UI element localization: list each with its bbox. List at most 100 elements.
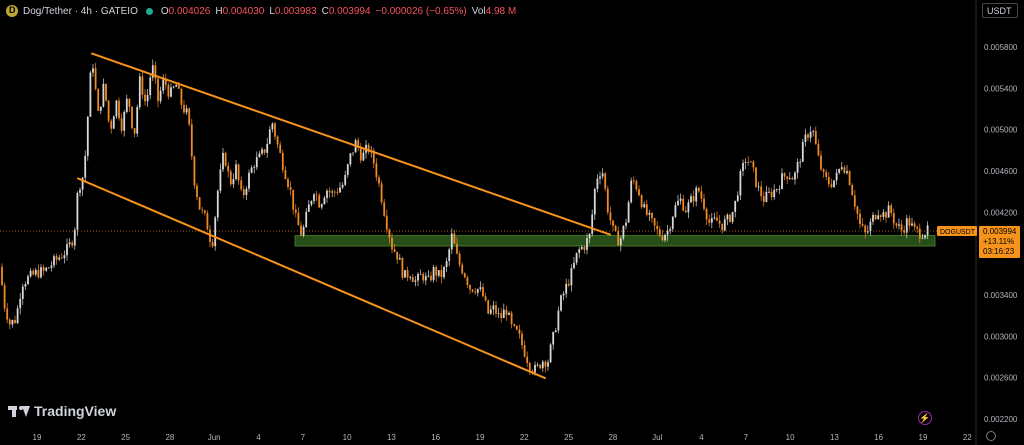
price-tick-label: 0.002200 bbox=[984, 415, 1018, 424]
candle-body bbox=[276, 136, 279, 145]
candle-body bbox=[253, 167, 256, 168]
candle-body bbox=[669, 228, 672, 231]
candle-body bbox=[29, 270, 32, 277]
candle-body bbox=[534, 364, 536, 373]
candle-body bbox=[175, 85, 178, 87]
candle-body bbox=[14, 319, 16, 323]
candle-body bbox=[536, 364, 539, 366]
candle-body bbox=[801, 141, 804, 162]
candle-body bbox=[799, 161, 802, 163]
candle-body bbox=[32, 270, 35, 275]
tradingview-logo[interactable]: TradingView bbox=[8, 403, 116, 419]
candle-body bbox=[700, 191, 703, 199]
candle-body bbox=[900, 224, 903, 231]
candle-body bbox=[128, 98, 131, 107]
candle-body bbox=[76, 192, 79, 230]
candle-body bbox=[791, 177, 794, 180]
time-tick-label: 10 bbox=[343, 433, 352, 442]
candle-body bbox=[578, 249, 581, 253]
time-tick-label: 25 bbox=[121, 433, 130, 442]
price-tick-label: 0.004200 bbox=[984, 208, 1018, 217]
candle-body bbox=[328, 190, 331, 193]
candle-body bbox=[916, 226, 919, 229]
candle-body bbox=[846, 171, 848, 173]
candle-body bbox=[814, 131, 817, 145]
candle-body bbox=[851, 185, 854, 196]
candle-body bbox=[521, 333, 523, 346]
time-tick-label: 28 bbox=[165, 433, 174, 442]
candle-body bbox=[219, 169, 222, 191]
candle-body bbox=[6, 308, 9, 320]
candle-body bbox=[331, 191, 334, 193]
candle-body bbox=[601, 173, 604, 177]
candle-body bbox=[864, 225, 867, 233]
candle-body bbox=[838, 168, 841, 173]
candle-body bbox=[877, 215, 880, 220]
candle-body bbox=[281, 152, 284, 171]
candle-body bbox=[11, 319, 14, 325]
candle-body bbox=[102, 83, 105, 107]
candle-body bbox=[232, 179, 235, 185]
candle-body bbox=[183, 104, 185, 113]
symbol-title[interactable]: Dog/Tether · 4h · GATEIO bbox=[23, 5, 138, 17]
candle-body bbox=[892, 212, 895, 224]
candle-body bbox=[458, 253, 461, 265]
time-axis[interactable]: 19 22 25 28 Jun 4 7 10 13 16 19 22 25 28 Jul 4 7 10 13 16 19… bbox=[33, 433, 973, 442]
candle-body bbox=[661, 235, 664, 241]
time-tick-label: 22 bbox=[520, 433, 529, 442]
candle-body bbox=[554, 330, 557, 332]
candle-body bbox=[508, 312, 510, 315]
candle-body bbox=[367, 144, 370, 153]
candle-body bbox=[94, 68, 97, 90]
candle-body bbox=[528, 362, 531, 372]
price-tick-label: 0.003000 bbox=[984, 332, 1018, 341]
candle-body bbox=[396, 251, 399, 260]
candle-body bbox=[583, 247, 586, 250]
candle-body bbox=[570, 268, 573, 286]
candle-body bbox=[926, 225, 929, 236]
candle-body bbox=[474, 291, 477, 293]
candle-body bbox=[307, 204, 310, 212]
candle-body bbox=[687, 202, 690, 213]
candle-body bbox=[120, 118, 123, 131]
settings-icon[interactable] bbox=[986, 431, 996, 441]
candle-body bbox=[430, 275, 432, 281]
candle-body bbox=[541, 361, 544, 369]
candle-body bbox=[497, 313, 500, 315]
candle-body bbox=[97, 89, 100, 111]
candle-body bbox=[292, 189, 295, 210]
candle-body bbox=[409, 277, 412, 278]
time-tick-label: 16 bbox=[431, 433, 440, 442]
candle-body bbox=[856, 206, 859, 214]
candle-body bbox=[617, 231, 620, 246]
candle-body bbox=[903, 230, 906, 233]
candle-body bbox=[539, 364, 542, 369]
candle-body bbox=[918, 228, 921, 239]
candle-body bbox=[3, 285, 6, 309]
candle-body bbox=[107, 100, 110, 121]
candle-body bbox=[812, 131, 815, 132]
candle-body bbox=[427, 275, 430, 277]
channel-lines[interactable] bbox=[77, 52, 611, 380]
market-status-icon[interactable] bbox=[145, 7, 153, 15]
candle-body bbox=[830, 184, 833, 187]
candle-body bbox=[313, 194, 315, 201]
time-tick-label: 19 bbox=[33, 433, 42, 442]
candle-body bbox=[612, 220, 614, 226]
candle-body bbox=[695, 187, 698, 202]
price-tick-label: 0.002600 bbox=[984, 374, 1018, 383]
candle-body bbox=[349, 153, 352, 165]
candle-body bbox=[640, 195, 643, 208]
candle-body bbox=[214, 217, 217, 247]
candle-body bbox=[747, 162, 750, 163]
candle-body bbox=[146, 95, 149, 102]
candle-body bbox=[500, 313, 503, 319]
candle-body bbox=[557, 310, 560, 331]
candle-body bbox=[92, 68, 94, 73]
lightning-icon[interactable]: ⚡ bbox=[918, 411, 932, 425]
currency-selector[interactable]: USDT bbox=[982, 3, 1018, 18]
candle-body bbox=[778, 189, 781, 190]
candle-body bbox=[432, 267, 435, 281]
candle-body bbox=[495, 305, 497, 314]
